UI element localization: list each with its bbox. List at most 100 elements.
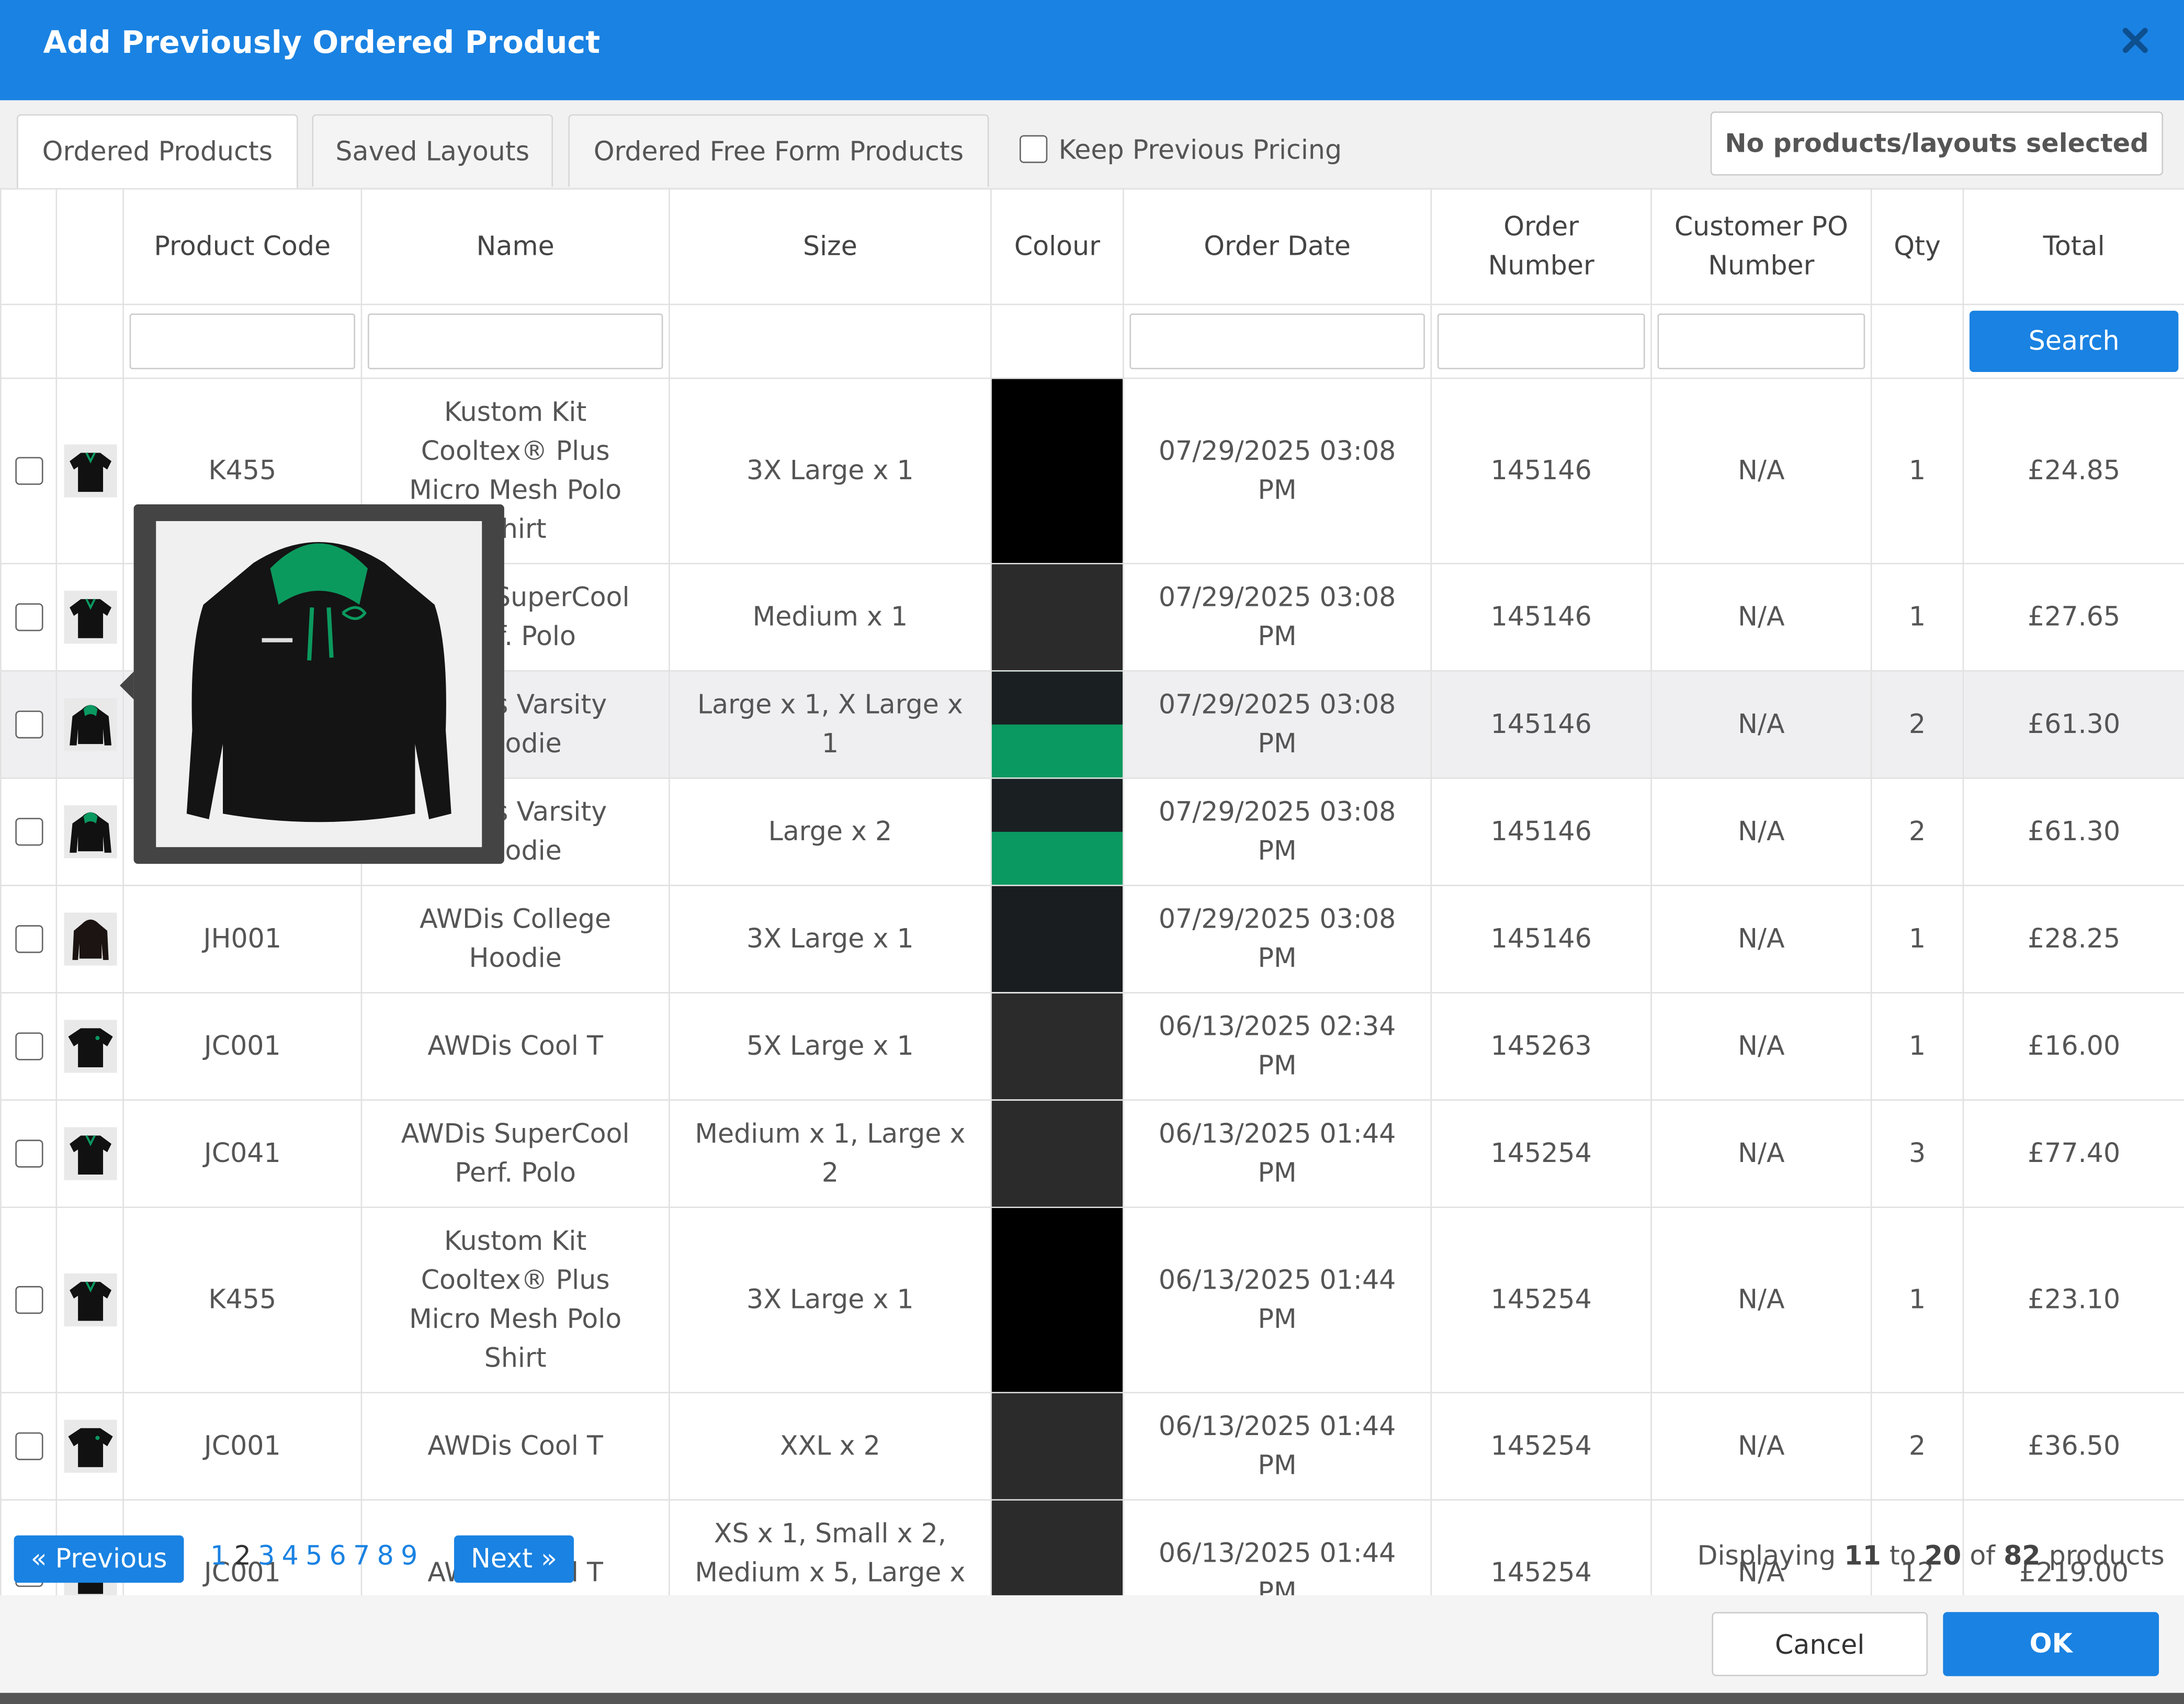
column-header: Qty <box>1870 188 1964 306</box>
product-size: XXL x 2 <box>669 1392 992 1501</box>
column-header: Order Date <box>1123 188 1432 306</box>
close-button[interactable] <box>2120 25 2151 56</box>
select-cell <box>0 777 58 886</box>
checkbox[interactable] <box>14 818 43 846</box>
total: £16.00 <box>1962 992 2184 1101</box>
hoodie-image <box>186 541 451 822</box>
order-date: 07/29/2025 03:08 PM <box>1123 562 1432 672</box>
checkbox[interactable] <box>14 1286 43 1314</box>
cancel-button[interactable]: Cancel <box>1712 1612 1928 1676</box>
thumbnail-cell <box>55 377 124 565</box>
thumbnail[interactable] <box>63 444 117 498</box>
ok-button[interactable]: OK <box>1943 1612 2159 1676</box>
checkbox[interactable] <box>14 925 43 953</box>
header-cell <box>0 188 58 306</box>
thumbnail[interactable] <box>63 1273 117 1327</box>
column-header: Product Code <box>122 188 363 306</box>
thumbnail[interactable] <box>63 1127 117 1180</box>
total: £24.85 <box>1962 377 2184 565</box>
tab[interactable]: Ordered Free Form Products <box>568 114 989 187</box>
page-link[interactable]: 3 <box>258 1541 275 1572</box>
page-link[interactable]: 6 <box>329 1541 346 1572</box>
select-cell <box>0 992 58 1101</box>
thumbnail[interactable] <box>63 912 117 966</box>
total: £61.30 <box>1962 777 2184 886</box>
page-link[interactable]: 1 <box>210 1541 228 1572</box>
quantity: 1 <box>1870 992 1964 1101</box>
text: Displaying <box>1697 1541 1836 1572</box>
thumbnail-cell <box>55 1206 124 1394</box>
filter-input[interactable] <box>1129 313 1425 369</box>
column-header: Customer PO Number <box>1650 188 1872 306</box>
quantity: 1 <box>1870 885 1964 994</box>
select-cell <box>0 885 58 994</box>
next-button[interactable]: Next » <box>454 1535 574 1583</box>
page-link[interactable]: 5 <box>305 1541 323 1572</box>
checkbox[interactable] <box>14 1432 43 1460</box>
colour-swatch <box>992 1394 1122 1499</box>
page-link[interactable]: 7 <box>353 1541 370 1572</box>
icon-shape <box>69 812 111 853</box>
image-preview <box>119 504 504 864</box>
checkbox[interactable] <box>14 1032 43 1060</box>
order-date: 07/29/2025 03:08 PM <box>1123 670 1432 779</box>
icon-shape <box>72 919 108 960</box>
thumbnail[interactable] <box>63 591 117 644</box>
selection-status[interactable]: No products/layouts selected <box>1710 111 2164 176</box>
column-header: Total <box>1962 188 2184 306</box>
text: to <box>1889 1541 1916 1572</box>
previous-button[interactable]: « Previous <box>14 1535 184 1583</box>
order-number: 145254 <box>1430 1206 1652 1394</box>
thumbnail[interactable] <box>63 698 117 751</box>
checkbox[interactable] <box>14 710 43 739</box>
product-size: 3X Large x 1 <box>669 1206 992 1394</box>
product-icon <box>67 1428 112 1468</box>
filter-input[interactable] <box>1437 313 1645 369</box>
checkbox[interactable] <box>14 603 43 631</box>
total: £77.40 <box>1962 1099 2184 1208</box>
customer-po: N/A <box>1650 377 1872 565</box>
filter-input[interactable] <box>129 313 355 369</box>
product-icon <box>69 705 111 746</box>
page-link[interactable]: 8 <box>377 1541 394 1572</box>
checkbox[interactable] <box>14 1139 43 1168</box>
product-row: JC001 AWDis Cool T XXL x 2 06/13/2025 01:44… <box>0 1392 2184 1501</box>
search-button[interactable]: Search <box>1969 310 2179 373</box>
product-icon <box>69 599 111 638</box>
product-size: 5X Large x 1 <box>669 992 992 1101</box>
thumbnail[interactable] <box>63 805 117 859</box>
filter-cell <box>1650 303 1872 379</box>
thumbnail-cell <box>55 777 124 886</box>
product-icon <box>69 1135 111 1175</box>
keep-pricing[interactable]: Keep Previous Pricing <box>1020 134 1342 167</box>
quantity: 3 <box>1870 1099 1964 1208</box>
products-table: Product Code Name Size Colour Order Date Orde… <box>0 188 2184 1647</box>
icon-shape <box>83 812 97 823</box>
checkbox[interactable] <box>14 457 43 485</box>
page-link[interactable]: 9 <box>401 1541 418 1572</box>
thumbnail[interactable] <box>63 1020 117 1073</box>
tab[interactable]: Saved Layouts <box>312 114 553 187</box>
thumbnail[interactable] <box>63 1419 117 1473</box>
product-size: Medium x 1 <box>669 562 992 672</box>
thumbnail-cell <box>55 992 124 1101</box>
page-link[interactable]: 4 <box>281 1541 299 1572</box>
filter-input[interactable] <box>1657 313 1865 369</box>
thumbnail-cell <box>55 562 124 672</box>
icon-shape <box>84 599 95 610</box>
order-date: 06/13/2025 01:44 PM <box>1123 1392 1432 1501</box>
drawstrings <box>307 607 334 661</box>
tab[interactable]: Ordered Products <box>16 114 298 190</box>
icon-shape <box>84 1281 95 1293</box>
filter-input[interactable] <box>367 313 663 369</box>
order-number: 145146 <box>1430 777 1652 886</box>
colour-swatch <box>992 1101 1122 1206</box>
product-icon <box>69 1281 111 1321</box>
hood-lining <box>270 543 368 605</box>
dialog-title: Add Previously Ordered Product <box>43 26 601 62</box>
select-cell <box>0 1392 58 1501</box>
quantity: 1 <box>1870 1206 1964 1394</box>
customer-po: N/A <box>1650 562 1872 672</box>
colour-swatch <box>992 672 1122 725</box>
checkbox[interactable] <box>1020 135 1048 163</box>
